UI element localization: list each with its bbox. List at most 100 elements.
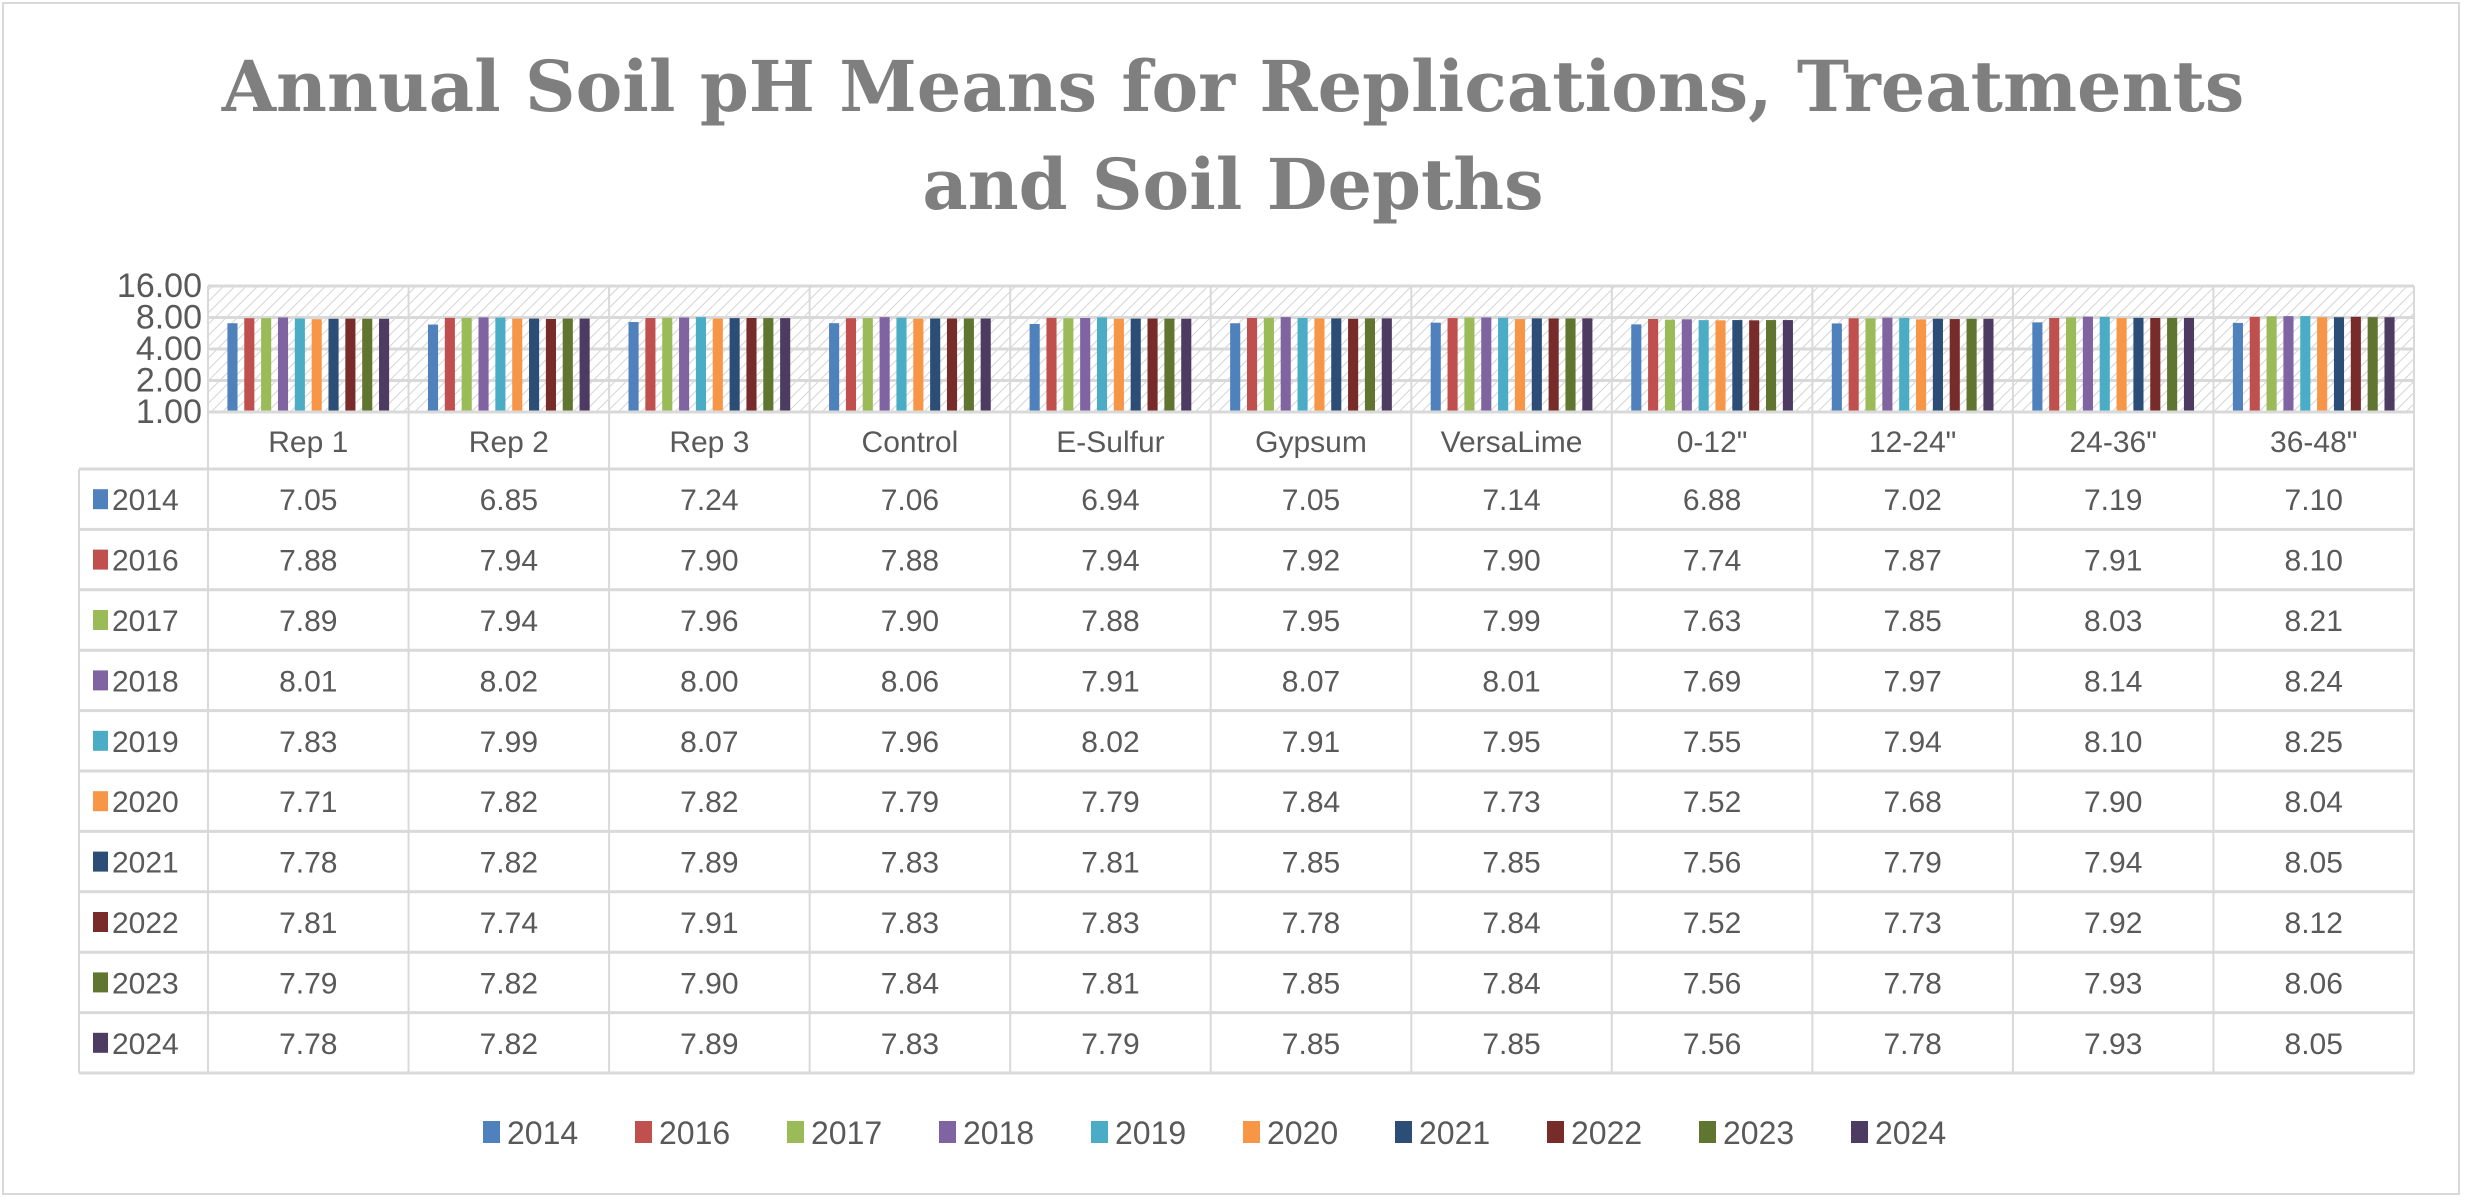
legend-marker-2021 [1395,1121,1412,1143]
bar-2024-7 [1782,320,1793,412]
category-label: Rep 2 [469,426,549,459]
bar-2022-10 [2350,316,2361,412]
bar-2014-5 [1230,323,1241,412]
table-cell: 8.06 [881,665,939,698]
table-cell: 7.90 [680,967,738,1000]
series-label: 2023 [112,967,179,1000]
table-cell: 7.99 [480,726,538,759]
table-cell: 7.90 [1482,545,1540,578]
bar-2016-7 [1648,319,1659,412]
legend-key-2014 [93,489,108,510]
bar-2019-5 [1297,318,1308,412]
legend-label: 2018 [963,1115,1034,1151]
table-cell: 7.14 [1482,484,1540,517]
y-tick-label: 2.00 [136,362,202,400]
data-table: Rep 1 Rep 2 Rep 3 Control E-Sulfur Gypsum Vers… [78,410,2415,1075]
table-cell: 7.05 [279,484,337,517]
legend-marker-2016 [635,1121,652,1143]
bar-2021-8 [1932,318,1943,412]
bar-2020-6 [1514,319,1526,412]
bar-2024-3 [980,318,991,412]
table-cell: 7.74 [1683,545,1741,578]
bar-2020-8 [1916,319,1927,412]
table-cell: 8.02 [480,665,538,698]
table-cell: 7.92 [2084,907,2142,940]
table-cell: 7.81 [1081,967,1139,1000]
bar-2024-5 [1381,318,1392,412]
series-label: 2021 [112,847,179,880]
legend-label: 2022 [1571,1115,1642,1151]
bar-2014-10 [2232,322,2243,412]
bar-2016-5 [1246,317,1258,412]
table-cell: 7.83 [881,907,939,940]
table-cell: 8.07 [680,726,738,759]
bar-2021-0 [328,318,339,412]
bar-2021-5 [1331,318,1342,412]
series-label: 2020 [112,786,179,819]
legend-key-2019 [93,730,108,751]
table-cell: 7.88 [881,545,939,578]
bar-2019-0 [294,318,305,412]
bar-2019-10 [2300,316,2311,412]
bar-2017-2 [662,317,673,412]
bar-2014-3 [829,323,840,412]
bar-2022-4 [1147,318,1158,412]
legend-marker-2022 [1547,1121,1564,1143]
legend-label: 2019 [1115,1115,1186,1151]
bar-2022-5 [1348,318,1359,412]
table-cell: 7.78 [1282,907,1340,940]
legend-label: 2020 [1267,1115,1338,1151]
table-cell: 7.05 [1282,484,1340,517]
table-cell: 7.52 [1683,907,1741,940]
bar-2021-1 [529,318,540,412]
table-cell: 7.83 [279,726,337,759]
bar-2019-1 [495,317,506,412]
table-cell: 7.82 [480,847,538,880]
bar-2016-3 [845,318,857,412]
table-cell: 8.06 [2285,967,2343,1000]
category-label: 36-48" [2270,426,2357,459]
legend-marker-2024 [1851,1121,1868,1143]
bar-2018-6 [1481,317,1492,412]
table-cell: 7.93 [2084,1028,2142,1061]
table-cell: 7.85 [1482,1028,1540,1061]
table-cell: 7.90 [2084,786,2142,819]
series-label: 2019 [112,726,179,759]
table-cell: 7.68 [1883,786,1941,819]
bar-2020-5 [1314,318,1325,412]
bar-2024-0 [379,318,390,412]
table-cell: 8.02 [1081,726,1139,759]
bar-2020-1 [512,318,523,412]
table-cell: 7.78 [1883,1028,1941,1061]
table-cell: 7.56 [1683,847,1741,880]
table-cell: 8.03 [2084,605,2142,638]
table-cell: 7.91 [680,907,738,940]
series-label: 2014 [112,484,179,517]
table-cell: 8.00 [680,665,738,698]
category-label: 0-12" [1677,426,1748,459]
bar-2016-2 [645,318,656,412]
bar-2024-9 [2183,317,2195,412]
bar-2021-6 [1531,318,1542,412]
table-cell: 7.82 [480,967,538,1000]
table-cell: 7.06 [881,484,939,517]
table-cell: 7.71 [279,786,337,819]
table-cell: 7.88 [279,545,337,578]
table-cell: 7.81 [279,907,337,940]
table-cell: 7.85 [1482,847,1540,880]
y-tick-label: 16.00 [117,267,202,305]
legend-key-2017 [93,610,108,630]
table-cell: 7.94 [480,605,538,638]
bar-2024-1 [579,318,590,412]
table-cell: 8.10 [2084,726,2142,759]
legend-label: 2014 [507,1115,578,1151]
table-cell: 8.12 [2285,907,2343,940]
bar-2016-10 [2249,316,2260,412]
legend-marker-2019 [1091,1121,1108,1143]
table-cell: 7.69 [1683,665,1741,698]
table-cell: 6.94 [1081,484,1139,517]
legend-key-2016 [93,549,108,570]
series-label: 2024 [112,1028,179,1061]
bar-2017-3 [862,318,873,412]
